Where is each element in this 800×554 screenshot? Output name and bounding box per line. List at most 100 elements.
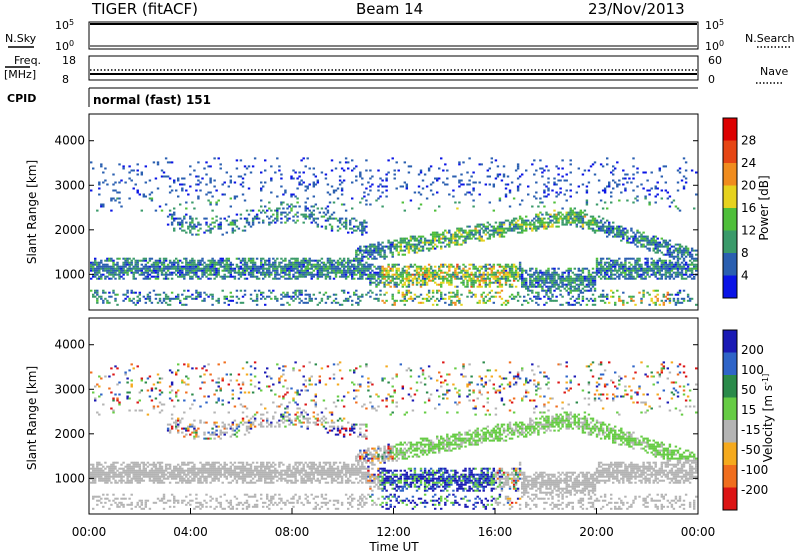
nsky-top-tick: 105 [55, 18, 74, 32]
data-cell [543, 221, 546, 224]
data-cell [318, 273, 322, 276]
data-cell [480, 273, 483, 276]
data-cell [401, 299, 405, 302]
data-cell [490, 229, 494, 232]
data-cell [365, 293, 368, 296]
data-cell [662, 165, 666, 168]
data-cell [154, 277, 158, 280]
data-cell [320, 273, 324, 276]
data-cell [603, 189, 607, 192]
data-cell [391, 253, 394, 256]
data-cell [472, 279, 475, 282]
data-cell [334, 271, 338, 274]
data-cell [608, 183, 611, 186]
data-cell [581, 267, 585, 270]
data-cell [217, 269, 220, 272]
data-cell [452, 175, 455, 178]
data-cell [322, 269, 326, 272]
data-cell [450, 233, 453, 236]
data-cell [94, 469, 97, 472]
data-cell [177, 179, 180, 182]
data-cell [632, 299, 635, 302]
data-cell [393, 285, 396, 288]
data-cell [521, 277, 524, 280]
data-cell [561, 217, 564, 220]
data-cell [334, 301, 338, 304]
data-cell [191, 257, 194, 260]
data-cell [140, 173, 144, 176]
data-cell [215, 275, 218, 278]
data-cell [682, 187, 686, 190]
data-cell [110, 407, 113, 410]
data-cell [612, 277, 615, 280]
data-cell [122, 165, 125, 168]
data-cell [361, 275, 364, 278]
data-cell [506, 183, 510, 186]
data-cell [294, 257, 297, 260]
data-cell [597, 263, 601, 266]
data-cell [646, 239, 649, 242]
data-cell [324, 227, 328, 230]
data-cell [120, 467, 123, 470]
data-cell [518, 217, 522, 220]
data-cell [231, 219, 235, 222]
data-cell [454, 273, 457, 276]
data-cell [488, 299, 492, 302]
data-cell [270, 271, 273, 274]
data-cell [537, 291, 540, 294]
data-cell [395, 245, 398, 248]
data-cell [678, 247, 682, 250]
data-cell [257, 217, 261, 220]
data-cell [209, 267, 212, 270]
data-cell [235, 265, 239, 268]
data-cell [436, 283, 439, 286]
data-cell [640, 183, 643, 186]
data-cell [591, 215, 595, 218]
data-cell [571, 303, 575, 306]
data-cell [320, 265, 324, 268]
data-cell [421, 273, 425, 276]
data-cell [468, 179, 471, 182]
data-cell [419, 293, 423, 296]
data-cell [225, 261, 229, 264]
data-cell [452, 301, 455, 304]
data-cell [504, 219, 508, 222]
data-cell [255, 217, 259, 220]
data-cell [518, 263, 522, 266]
data-cell [429, 247, 433, 250]
data-cell [551, 277, 554, 280]
data-cell [381, 249, 384, 252]
data-cell [569, 303, 572, 306]
data-cell [373, 273, 376, 276]
data-cell [458, 229, 461, 232]
data-cell [278, 207, 281, 210]
data-cell [425, 297, 429, 300]
data-cell [693, 275, 696, 278]
data-cell [247, 267, 251, 270]
data-cell [255, 215, 259, 218]
data-cell [427, 263, 431, 266]
data-cell [601, 289, 605, 292]
data-cell [516, 177, 520, 180]
data-cell [575, 217, 579, 220]
data-cell [264, 267, 267, 270]
data-cell [128, 263, 131, 266]
data-cell [241, 273, 245, 276]
data-cell [349, 221, 352, 224]
data-cell [531, 229, 534, 232]
data-cell [361, 253, 364, 256]
data-cell [563, 277, 566, 280]
data-cell [539, 277, 542, 280]
data-cell [391, 265, 394, 268]
data-cell [347, 291, 350, 294]
data-cell [395, 239, 398, 242]
data-cell [682, 289, 686, 292]
data-cell [120, 473, 123, 476]
data-cell [504, 273, 508, 276]
data-cell [630, 227, 633, 230]
data-cell [328, 295, 332, 298]
data-cell [336, 261, 340, 264]
data-cell [632, 201, 635, 204]
data-cell [221, 261, 224, 264]
data-cell [359, 273, 362, 276]
